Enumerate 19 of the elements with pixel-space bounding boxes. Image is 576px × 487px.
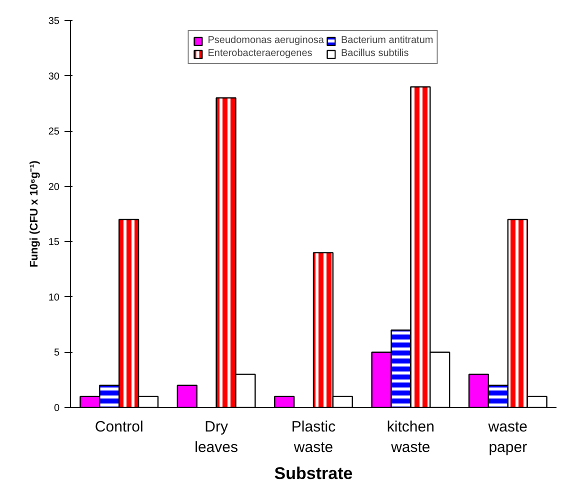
x-axis-title: Substrate — [274, 464, 353, 483]
y-tick-label: 20 — [48, 182, 60, 193]
x-tick-label: waste paper — [487, 418, 528, 456]
legend-label: Bacterium antitratum — [340, 35, 434, 46]
x-tick-label: Plastic waste — [291, 418, 336, 456]
y-tick-label: 35 — [48, 16, 60, 27]
y-tick-label: 10 — [48, 292, 60, 304]
x-tick-label: Control — [94, 418, 144, 436]
legend-label: Bacillus subtilis — [340, 48, 409, 59]
legend-label: Pseudomonas aeruginosa — [208, 35, 324, 46]
x-tick-label: Dry leaves — [194, 418, 238, 456]
x-tick-label: kitchen waste — [386, 418, 434, 456]
y-tick-label: 25 — [48, 126, 60, 138]
y-axis-title: Fungi (CFU x 10⁶g⁻¹) — [28, 160, 40, 268]
y-tick-label: 30 — [48, 71, 60, 82]
y-tick-label: 5 — [54, 348, 60, 359]
y-tick-label: 15 — [48, 237, 60, 248]
legend-label: Enterobacteraerogenes — [208, 48, 312, 59]
y-tick-label: 0 — [54, 403, 60, 414]
